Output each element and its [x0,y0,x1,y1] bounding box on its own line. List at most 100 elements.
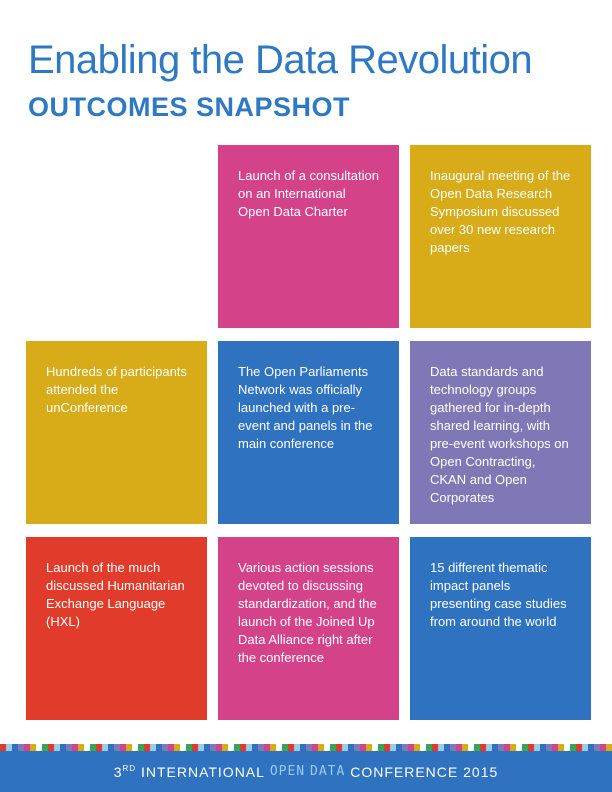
strip-segment [468,744,474,751]
tile-text: 15 different thematic impact panels pres… [430,560,567,629]
footer-word-conference: CONFERENCE 2015 [350,763,499,780]
strip-segment [510,744,516,751]
strip-segment [318,744,324,751]
strip-segment [48,744,54,751]
strip-segment [246,744,252,751]
strip-segment [312,744,318,751]
strip-segment [354,744,360,751]
strip-segment [288,744,294,751]
strip-segment [156,744,162,751]
tile-data-standards: Data standards and technology groups gat… [410,341,591,524]
strip-segment [408,744,414,751]
strip-segment [126,744,132,751]
strip-segment [234,744,240,751]
strip-segment [270,744,276,751]
tile-text: Launch of a consultation on an Internati… [238,168,379,219]
strip-segment [330,744,336,751]
tile-research-symposium: Inaugural meeting of the Open Data Resea… [410,145,591,328]
strip-segment [150,744,156,751]
strip-segment [96,744,102,751]
footer-word-international: INTERNATIONAL [140,763,265,780]
tile-open-parliaments: The Open Parliaments Network was officia… [218,341,399,524]
tile-hxl-launch: Launch of the much discussed Humanitaria… [26,537,207,720]
strip-segment [84,744,90,751]
strip-segment [414,744,420,751]
strip-segment [534,744,540,751]
footer-word-data: DATA [310,764,346,779]
strip-segment [120,744,126,751]
strip-segment [204,744,210,751]
strip-segment [462,744,468,751]
strip-segment [252,744,258,751]
strip-segment [432,744,438,751]
footer-color-strip [0,744,612,751]
strip-segment [18,744,24,751]
strip-segment [240,744,246,751]
tile-text: Data standards and technology groups gat… [430,364,569,505]
page-subtitle: OUTCOMES SNAPSHOT [28,92,351,122]
strip-segment [576,744,582,751]
strip-segment [30,744,36,751]
footer-bar: 3RD INTERNATIONAL OPEN DATA CONFERENCE 2… [0,751,612,792]
strip-segment [24,744,30,751]
tile-text: The Open Parliaments Network was officia… [238,364,373,451]
strip-segment [222,744,228,751]
strip-segment [366,744,372,751]
strip-segment [66,744,72,751]
strip-segment [78,744,84,751]
strip-segment [132,744,138,751]
strip-segment [570,744,576,751]
footer-word-open: OPEN [269,764,306,779]
strip-segment [372,744,378,751]
strip-segment [0,744,6,751]
strip-segment [552,744,558,751]
tile-charter-consultation: Launch of a consultation on an Internati… [218,145,399,328]
strip-segment [294,744,300,751]
strip-segment [144,744,150,751]
strip-segment [558,744,564,751]
strip-segment [438,744,444,751]
strip-segment [492,744,498,751]
strip-segment [600,744,606,751]
strip-segment [102,744,108,751]
tile-joined-up-data: Various action sessions devoted to discu… [218,537,399,720]
strip-segment [540,744,546,751]
strip-segment [6,744,12,751]
strip-segment [72,744,78,751]
strip-segment [498,744,504,751]
strip-segment [114,744,120,751]
strip-segment [258,744,264,751]
tile-unconference: Hundreds of participants attended the un… [26,341,207,524]
strip-segment [306,744,312,751]
strip-segment [342,744,348,751]
page-title: Enabling the Data Revolution [28,38,533,82]
strip-segment [480,744,486,751]
strip-segment [162,744,168,751]
strip-segment [186,744,192,751]
strip-segment [348,744,354,751]
tile-text: Launch of the much discussed Humanitaria… [46,560,185,629]
strip-segment [54,744,60,751]
strip-segment [564,744,570,751]
strip-segment [90,744,96,751]
strip-segment [582,744,588,751]
strip-segment [420,744,426,751]
footer-ordinal: 3RD [113,763,137,780]
strip-segment [546,744,552,751]
strip-segment [174,744,180,751]
strip-segment [396,744,402,751]
strip-segment [456,744,462,751]
strip-segment [300,744,306,751]
strip-segment [402,744,408,751]
strip-segment [522,744,528,751]
strip-segment [378,744,384,751]
strip-segment [588,744,594,751]
strip-segment [108,744,114,751]
strip-segment [486,744,492,751]
strip-segment [282,744,288,751]
strip-segment [216,744,222,751]
strip-segment [444,744,450,751]
tile-text: Various action sessions devoted to discu… [238,560,377,665]
strip-segment [390,744,396,751]
strip-segment [360,744,366,751]
